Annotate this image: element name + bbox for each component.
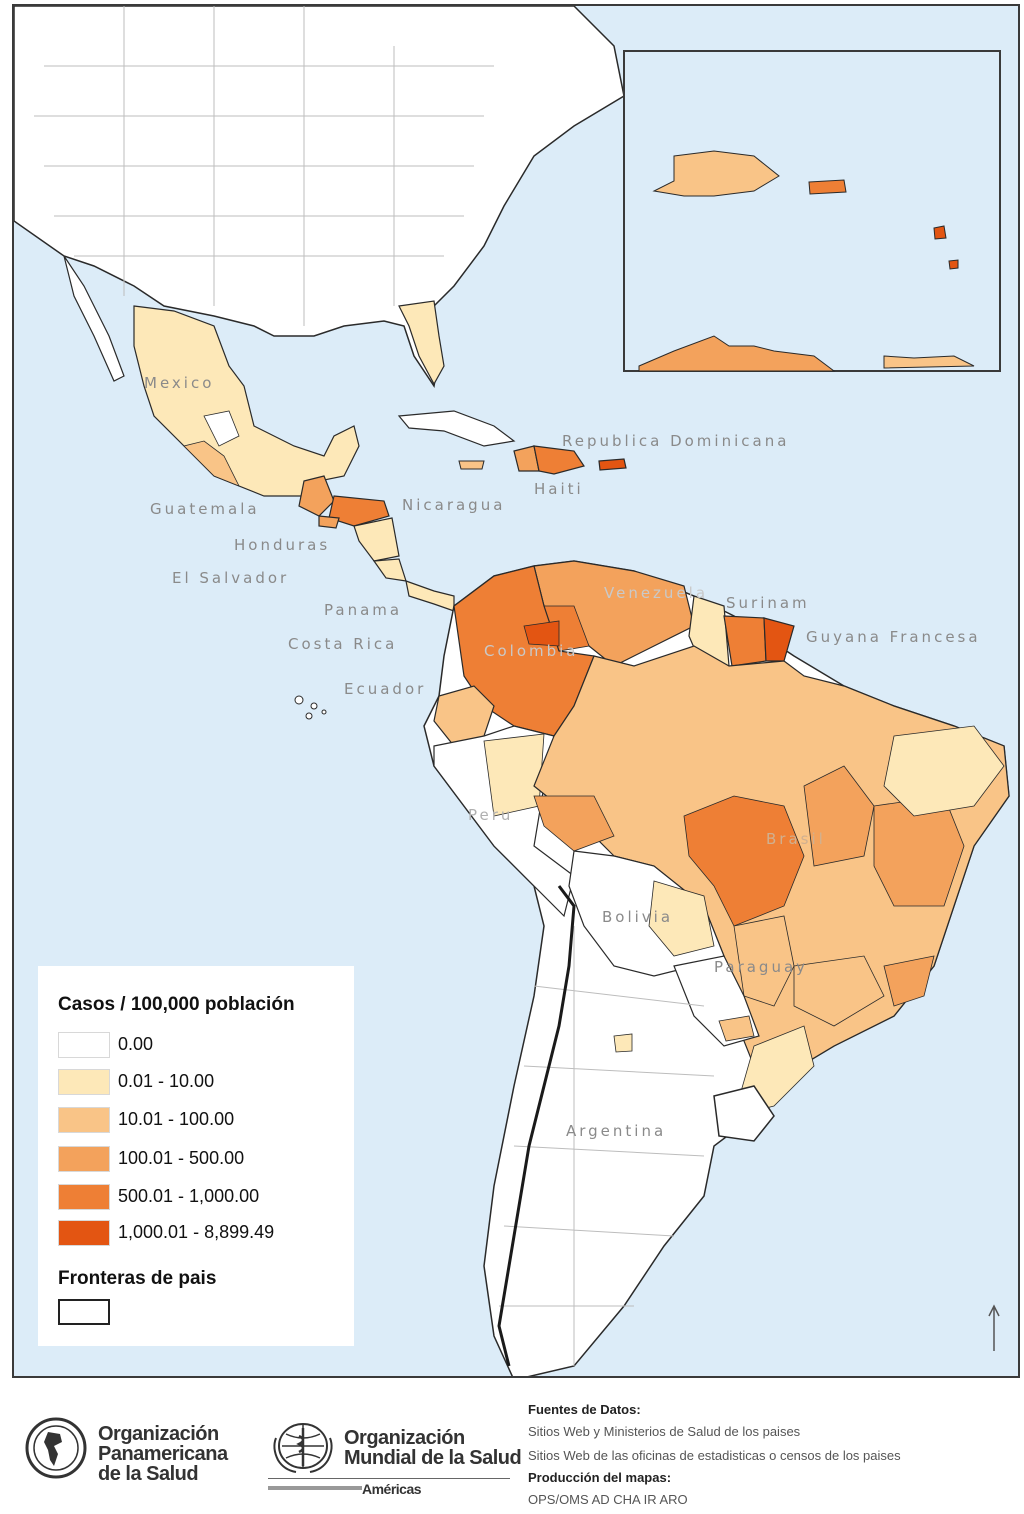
north-arrow-icon	[988, 1304, 1000, 1351]
sources-line-1: Sitios Web y Ministerios de Salud de los…	[528, 1424, 801, 1439]
label-peru: Peru	[468, 806, 514, 824]
sources-title: Fuentes de Datos:	[528, 1402, 641, 1417]
puerto-rico	[598, 458, 627, 471]
inset-puerto-rico	[808, 179, 847, 195]
uruguay	[713, 1085, 775, 1142]
legend-label: 500.01 - 1,000.00	[118, 1186, 260, 1206]
paho-name-line1: Organización	[98, 1423, 219, 1445]
brazil-goias	[803, 765, 875, 867]
mexico-center	[203, 410, 240, 447]
footer: Organización Panamericana de la Salud Or…	[0, 1380, 1024, 1514]
galapagos	[294, 695, 327, 720]
who-emblem-icon	[273, 1423, 333, 1473]
label-panama: Panama	[324, 601, 403, 619]
label-paraguay: Paraguay	[714, 958, 809, 976]
who-name-line1: Organización	[344, 1427, 465, 1449]
label-guatemala: Guatemala	[150, 500, 260, 518]
surinam	[723, 615, 767, 667]
florida	[398, 300, 445, 386]
label-haiti: Haiti	[534, 480, 584, 498]
brazil-rio	[883, 955, 935, 1007]
us-state-borders	[34, 6, 494, 326]
label-ecuador: Ecuador	[344, 680, 427, 698]
caribbean-inset	[623, 50, 1001, 372]
colombia-hotspot	[523, 620, 560, 647]
legend-label: 1,000.01 - 8,899.49	[118, 1222, 275, 1242]
dominican-republic	[533, 445, 585, 475]
legend: Casos / 100,000 población 0.00 0.01 - 10…	[38, 966, 354, 1346]
legend-label: 100.01 - 500.00	[118, 1148, 245, 1168]
peru-amazon	[483, 733, 545, 817]
legend-label: 10.01 - 100.00	[118, 1109, 235, 1129]
production-line: OPS/OMS AD CHA IR ARO	[528, 1492, 688, 1507]
legend-swatch	[58, 1032, 110, 1058]
label-venezuela: Venezuela	[604, 584, 709, 602]
label-el-salvador: El Salvador	[172, 569, 290, 587]
baja-california	[63, 255, 125, 382]
legend-swatch	[58, 1184, 110, 1210]
label-colombia: Colombia	[484, 642, 579, 660]
legend-label: 0.01 - 10.00	[118, 1071, 215, 1091]
chile-coastline	[497, 885, 576, 1367]
paho-name-line2: Panamericana	[98, 1443, 228, 1465]
inset-south-coast	[638, 335, 836, 372]
el-salvador	[318, 515, 340, 529]
brazil-northeast	[883, 725, 1005, 817]
paraguay-east	[718, 1015, 755, 1042]
who-name-line2: Mundial de la Salud	[344, 1447, 522, 1469]
who-americas: Américas	[362, 1481, 422, 1497]
cuba	[397, 410, 516, 447]
label-costa-rica: Costa Rica	[288, 635, 398, 653]
paho-globe-emblem-icon	[25, 1417, 87, 1479]
label-brasil: Brasil	[766, 830, 826, 848]
legend-swatch	[58, 1220, 110, 1246]
label-guyana-francesa: Guyana Francesa	[806, 628, 981, 646]
bolivia-east	[648, 880, 715, 957]
guatemala	[298, 475, 335, 517]
legend-swatch	[58, 1107, 110, 1133]
nicaragua	[353, 517, 400, 562]
label-republica-dominicana: Republica Dominicana	[562, 432, 790, 450]
jamaica	[458, 460, 485, 470]
inset-lesser-antilles	[933, 225, 959, 270]
brazil-rondonia	[533, 795, 615, 852]
brazil-sao-paulo	[793, 955, 885, 1027]
label-bolivia: Bolivia	[602, 908, 674, 926]
label-surinam: Surinam	[726, 594, 810, 612]
production-title: Producción del mapas:	[528, 1470, 672, 1485]
legend-swatch	[58, 1146, 110, 1172]
who-regional-mark	[268, 1486, 362, 1490]
honduras	[328, 495, 390, 527]
mexico-west	[183, 440, 240, 487]
label-nicaragua: Nicaragua	[402, 496, 506, 514]
label-argentina: Argentina	[566, 1122, 667, 1140]
legend-borders-title: Fronteras de pais	[58, 1268, 217, 1289]
legend-border-swatch	[58, 1299, 110, 1325]
who-divider	[268, 1478, 510, 1479]
paho-name-line3: de la Salud	[98, 1463, 199, 1485]
legend-label: 0.00	[118, 1034, 154, 1054]
sources-line-2: Sitios Web de las oficinas de estadistic…	[528, 1448, 901, 1463]
label-mexico: Mexico	[144, 374, 215, 392]
brazil-mato-grosso	[683, 795, 805, 927]
southern-cone-borders	[499, 926, 715, 1366]
argentina-north-patch	[613, 1033, 633, 1053]
label-honduras: Honduras	[234, 536, 331, 554]
inset-trinidad	[883, 355, 975, 369]
brazil-mato-grosso-sul	[733, 915, 795, 1007]
legend-swatch	[58, 1069, 110, 1095]
inset-hispaniola	[652, 150, 780, 197]
legend-title: Casos / 100,000 población	[58, 994, 295, 1015]
north-america-land	[14, 6, 625, 388]
